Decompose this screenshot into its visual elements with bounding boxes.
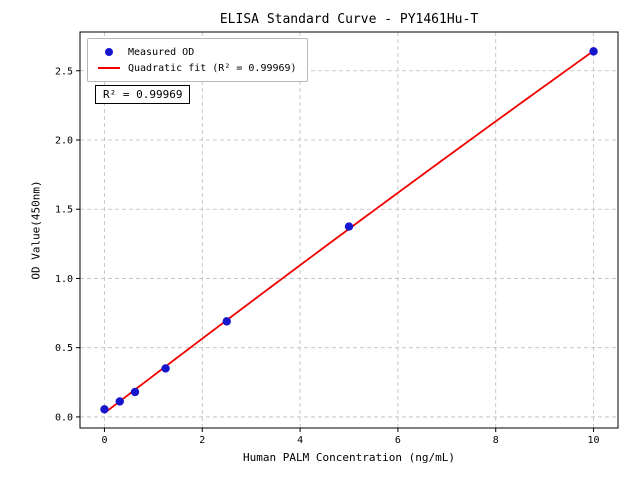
legend-item-measured-od: Measured OD xyxy=(96,44,297,60)
r-squared-annotation: R² = 0.99969 xyxy=(95,85,191,104)
svg-text:8: 8 xyxy=(493,435,499,446)
legend-label-measured-od: Measured OD xyxy=(128,46,195,58)
svg-text:2.5: 2.5 xyxy=(55,66,73,77)
svg-text:0.5: 0.5 xyxy=(55,343,73,354)
svg-text:10: 10 xyxy=(588,435,600,446)
svg-text:0: 0 xyxy=(101,435,107,446)
y-axis-label: OD Value(450nm) xyxy=(29,180,43,280)
svg-text:4: 4 xyxy=(297,435,303,446)
svg-text:2.0: 2.0 xyxy=(55,136,73,147)
svg-text:1.0: 1.0 xyxy=(55,274,73,285)
x-axis-label: Human PALM Concentration (ng/mL) xyxy=(243,451,455,464)
fit-line-icon xyxy=(98,67,120,69)
svg-text:2: 2 xyxy=(199,435,205,446)
svg-text:0.0: 0.0 xyxy=(55,412,73,423)
legend: Measured OD Quadratic fit (R² = 0.99969) xyxy=(87,38,308,82)
chart-title: ELISA Standard Curve - PY1461Hu-T xyxy=(219,12,479,27)
legend-label-quadratic-fit: Quadratic fit (R² = 0.99969) xyxy=(128,62,297,74)
svg-text:1.5: 1.5 xyxy=(55,205,73,216)
svg-text:6: 6 xyxy=(395,435,401,446)
legend-item-quadratic-fit: Quadratic fit (R² = 0.99969) xyxy=(96,60,297,76)
measured-od-marker-icon xyxy=(105,48,113,56)
